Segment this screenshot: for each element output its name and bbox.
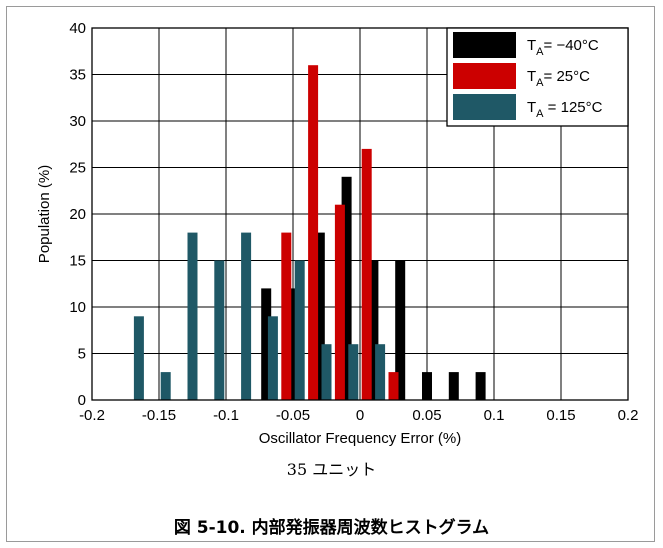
bar-series-3 bbox=[267, 316, 278, 400]
bar-series-3 bbox=[160, 372, 171, 400]
bar-series-2 bbox=[281, 232, 292, 400]
y-tick-label: 20 bbox=[69, 206, 86, 223]
bar-series-3 bbox=[321, 344, 332, 400]
bar-series-3 bbox=[375, 344, 386, 400]
legend-label: TA= −40°C bbox=[527, 37, 599, 58]
bar-series-3 bbox=[241, 232, 252, 400]
bars bbox=[133, 65, 486, 400]
y-tick-labels: 0 5 10 15 20 25 30 35 40 bbox=[69, 20, 86, 409]
bar-series-1 bbox=[422, 372, 432, 400]
legend-label: TA= 25°C bbox=[527, 68, 590, 89]
bar-series-1 bbox=[395, 260, 406, 400]
bar-series-3 bbox=[294, 260, 305, 400]
legend-swatch bbox=[453, 32, 516, 58]
legend-swatch bbox=[453, 63, 516, 89]
legend-label: TA = 125°C bbox=[527, 99, 603, 120]
x-tick-label: 0.05 bbox=[412, 407, 441, 424]
bar-series-3 bbox=[187, 232, 198, 400]
x-tick-label: -0.15 bbox=[142, 407, 176, 424]
grid-lines bbox=[92, 28, 628, 400]
legend-swatch bbox=[453, 94, 516, 120]
y-tick-label: 5 bbox=[78, 346, 86, 363]
y-tick-label: 15 bbox=[69, 253, 86, 270]
x-axis-label: Oscillator Frequency Error (%) bbox=[259, 430, 462, 447]
bar-series-2 bbox=[361, 148, 372, 400]
x-tick-label: 0.15 bbox=[546, 407, 575, 424]
x-tick-label: 0 bbox=[356, 407, 364, 424]
bar-series-2 bbox=[334, 204, 345, 400]
y-tick-label: 35 bbox=[69, 67, 86, 84]
bar-series-1 bbox=[448, 372, 459, 400]
bar-series-1 bbox=[368, 260, 379, 400]
y-axis-label: Population (%) bbox=[36, 165, 53, 263]
bar-series-2 bbox=[388, 372, 399, 400]
bar-series-3 bbox=[348, 344, 359, 400]
unit-count-note: 35 ユニット bbox=[286, 460, 377, 479]
y-tick-label: 10 bbox=[69, 299, 86, 316]
x-tick-label: -0.05 bbox=[276, 407, 310, 424]
y-tick-label: 40 bbox=[69, 20, 86, 37]
x-tick-label: 0.1 bbox=[484, 407, 505, 424]
x-tick-labels: -0.2 -0.15 -0.1 -0.05 0 0.05 0.1 0.15 0.2 bbox=[79, 407, 638, 424]
x-tick-label: 0.2 bbox=[618, 407, 639, 424]
figure-caption: 図 5-10. 内部発振器周波数ヒストグラム bbox=[173, 518, 490, 538]
x-tick-label: -0.1 bbox=[213, 407, 239, 424]
bar-series-1 bbox=[314, 232, 325, 400]
plot-border bbox=[91, 27, 629, 401]
bar-series-1 bbox=[288, 288, 298, 400]
bar-series-3 bbox=[214, 260, 225, 400]
y-tick-label: 25 bbox=[69, 160, 86, 177]
bar-series-2 bbox=[308, 65, 319, 400]
bar-series-3 bbox=[133, 316, 144, 400]
y-tick-label: 0 bbox=[78, 392, 86, 409]
bar-series-1 bbox=[475, 372, 486, 400]
bar-series-1 bbox=[341, 176, 352, 400]
y-tick-label: 30 bbox=[69, 113, 86, 130]
bar-series-1 bbox=[261, 288, 272, 400]
legend: TA= −40°C TA= 25°C TA = 125°C bbox=[446, 27, 629, 127]
x-tick-label: -0.2 bbox=[79, 407, 105, 424]
